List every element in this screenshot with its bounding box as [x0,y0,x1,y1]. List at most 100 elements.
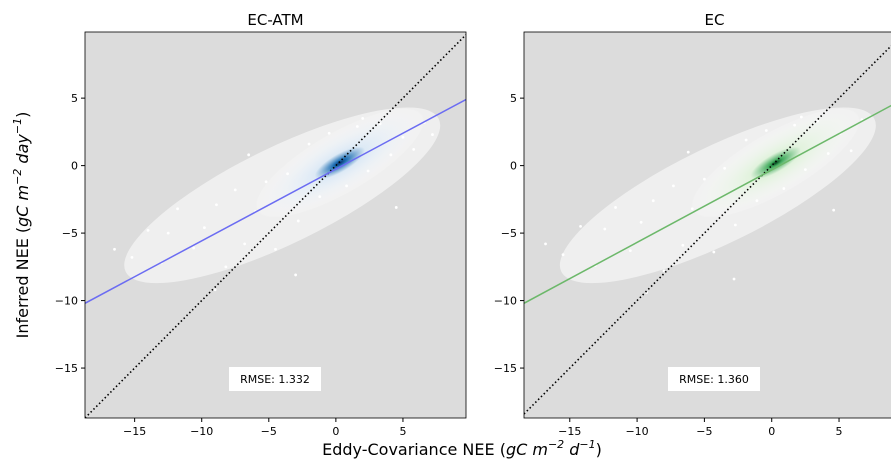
scatter-point [662,269,666,273]
x-label-unit: d [564,440,580,459]
scatter-point [712,250,716,254]
scatter-point [681,243,685,247]
plot-area [524,44,891,415]
scatter-point [355,125,359,128]
scatter-point [378,122,382,126]
scatter-point [274,247,277,251]
x-tick-label: −15 [123,425,146,438]
panel: −15 −10 −5 0 5 −15 −10 −5 0 5 EC RMSE: 1.360 [494,11,891,438]
scatter-point [686,150,690,154]
y-axis-label: Inferred NEE (gC m−2 day−1) [11,112,32,339]
scatter-point [733,223,737,227]
scatter-point [361,116,365,120]
scatter-point [166,231,170,235]
scatter-point [799,115,803,119]
panel: −15 −10 −5 0 5 −15 −10 −5 0 5 EC-ATM RMSE: 1.332 [55,11,467,438]
scatter-point [294,273,298,277]
scatter-point [307,142,311,146]
y-tick-label: 5 [510,92,517,105]
scatter-point [703,177,706,181]
scatter-point [816,119,819,123]
scatter-point [672,184,675,188]
x-label-exp: −2 [548,438,564,451]
chart-title: EC [705,11,725,29]
x-label-exp: −1 [579,438,595,451]
scatter-point [318,195,322,199]
y-tick-label: −5 [501,227,517,240]
scatter-point [215,203,218,207]
scatter-point [233,188,237,192]
x-tick-label: 0 [768,425,775,438]
scatter-point [651,199,655,203]
scatter-point [264,180,268,184]
scatter-point [176,207,179,211]
scatter-point [213,288,217,292]
y-label-exp: −1 [11,118,24,134]
x-tick-label: 5 [399,425,406,438]
y-label-unit: gC m [13,185,32,227]
rmse-annotation: RMSE: 1.360 [679,373,749,386]
scatter-point [431,133,434,136]
scatter-point [130,255,134,259]
x-axis-label: Eddy-Covariance NEE (gC m−2 d−1) [322,438,602,459]
plot-frame [84,31,467,419]
scatter-point [224,265,228,269]
scatter-point [764,129,768,132]
scatter-point [345,184,349,188]
fit-line [524,104,891,304]
scatter-point [366,169,370,173]
y-label-text: ) [13,112,32,118]
y-tick-label: −10 [494,295,517,308]
y-tick-label: −5 [62,227,78,240]
plot-frame [523,31,891,419]
scatter-point [146,228,150,232]
scatter-point [755,199,759,203]
rmse-annotation: RMSE: 1.332 [240,373,310,386]
x-tick-label: 5 [836,425,843,438]
scatter-point [401,135,405,139]
scatter-point [628,249,632,253]
scatter-point [803,168,807,172]
scatter-point [579,224,582,228]
scatter-point [113,247,116,251]
x-label-text: Eddy-Covariance NEE ( [322,440,506,459]
scatter-point [639,220,643,224]
scatter-point [782,187,786,190]
y-tick-label: −15 [494,362,517,375]
scatter-point [286,172,289,176]
y-tick-label: 5 [71,92,78,105]
scatter-point [561,253,565,257]
y-tick-label: 0 [510,160,517,173]
scatter-point [832,208,836,212]
scatter-point [744,138,748,142]
y-label-exp: −2 [11,169,24,185]
scatter-point [247,153,251,157]
scatter-point [192,246,196,250]
scatter-point [793,123,797,127]
x-tick-label: −15 [558,425,581,438]
scatter-point [394,206,398,209]
y-label-text: Inferred NEE ( [13,227,32,338]
scatter-point [389,153,393,157]
y-tick-label: 0 [71,160,78,173]
y-tick-label: −10 [55,295,78,308]
scatter-point [412,148,416,151]
scatter-point [296,219,300,223]
fit-line [85,98,466,304]
scatter-point [690,207,694,211]
scatter-point [243,242,247,246]
scatter-point [603,227,607,231]
plot-area [85,34,466,418]
x-label-unit: gC m [506,440,548,459]
x-tick-label: −10 [190,425,213,438]
annotation-box [668,367,760,391]
x-tick-label: −10 [625,425,648,438]
scatter-point [723,166,726,170]
scatter-point [826,152,830,155]
y-tick-label: −15 [55,362,78,375]
x-tick-label: −5 [261,425,277,438]
x-label-text: ) [596,440,602,459]
scatter-point [327,131,331,135]
scatter-point [202,226,206,230]
